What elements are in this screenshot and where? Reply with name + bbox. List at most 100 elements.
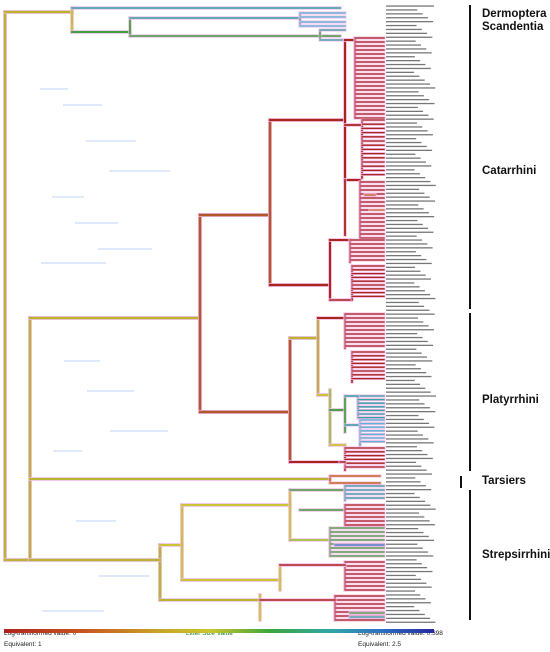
tip-label-mark xyxy=(386,555,434,557)
tip-label-mark xyxy=(386,114,429,116)
legend-max-equivalent: Equivalent: 2.5 xyxy=(358,641,402,648)
legend-title: Litter Size Value xyxy=(186,630,233,637)
ghost-mark-7 xyxy=(41,262,106,264)
tip-label-mark xyxy=(386,543,418,545)
tip-label-mark xyxy=(386,403,425,405)
tip-label-mark xyxy=(386,524,435,526)
tip-label-mark xyxy=(386,551,428,553)
tip-label-mark xyxy=(386,407,430,409)
tip-label-mark xyxy=(386,563,422,565)
clade-bar-catarrhini xyxy=(469,34,471,309)
clade-label-strepsirrhini: Strepsirrhini xyxy=(482,549,550,561)
ghost-mark-1 xyxy=(63,104,102,106)
tip-label-mark xyxy=(386,317,418,319)
tip-label-mark xyxy=(386,442,434,444)
tip-label-mark xyxy=(386,418,424,421)
tip-label-mark xyxy=(386,192,425,194)
tip-label-mark xyxy=(386,547,423,549)
tip-label-mark xyxy=(386,621,436,623)
legend-color-gradient xyxy=(4,629,434,633)
tip-label-mark xyxy=(386,461,417,463)
ghost-mark-6 xyxy=(98,248,152,250)
tip-label-mark xyxy=(386,216,435,218)
tip-label-mark xyxy=(386,122,417,124)
tip-label-mark xyxy=(386,184,436,187)
tip-label-mark xyxy=(386,477,416,479)
tip-label-mark xyxy=(386,63,426,66)
tip-label-mark xyxy=(386,516,425,518)
tip-label-mark xyxy=(386,504,431,506)
tip-label-mark xyxy=(386,208,424,210)
tip-label-mark xyxy=(386,329,434,331)
tip-label-mark xyxy=(386,531,424,534)
tip-label-mark xyxy=(386,473,432,475)
tip-label-mark xyxy=(386,465,422,467)
tip-label-mark xyxy=(386,165,432,167)
ghost-mark-14 xyxy=(42,610,104,612)
ghost-mark-12 xyxy=(76,520,116,522)
tip-label-mark xyxy=(386,286,420,288)
tip-label-mark xyxy=(386,95,424,97)
tip-label-mark xyxy=(386,161,426,163)
tip-label-mark xyxy=(386,539,435,541)
tip-label-mark xyxy=(386,270,421,272)
tip-label-mark xyxy=(386,258,427,261)
tip-label-mark xyxy=(386,173,420,175)
tip-label-mark xyxy=(386,274,426,276)
tip-label-mark xyxy=(386,535,429,538)
tip-label-mark xyxy=(386,360,433,362)
tip-label-mark xyxy=(386,149,433,151)
tip-label-mark xyxy=(386,110,424,112)
tip-label-mark xyxy=(386,99,430,101)
tip-label-mark xyxy=(386,223,423,226)
tip-label-mark xyxy=(386,67,431,70)
tip-label-mark xyxy=(386,520,430,522)
clade-bar-platyrrhini xyxy=(469,313,471,471)
tip-label-mark xyxy=(386,177,426,179)
tip-label-mark xyxy=(386,126,423,128)
tip-label-mark xyxy=(386,457,433,460)
legend-min-label: Log-transformed value: 0 xyxy=(4,630,77,637)
tip-label-mark xyxy=(386,492,415,495)
ghost-mark-9 xyxy=(87,390,134,392)
tip-label-mark xyxy=(386,130,428,132)
tip-label-mark xyxy=(386,379,415,382)
tip-label-mark xyxy=(386,430,418,432)
tip-label-mark xyxy=(386,453,428,456)
tip-label-mark xyxy=(386,426,435,428)
ghost-mark-10 xyxy=(110,430,168,432)
tip-label-mark xyxy=(386,586,432,588)
tip-label-mark xyxy=(386,17,428,19)
tip-label-mark xyxy=(386,83,430,85)
legend-min-equivalent: Equivalent: 1 xyxy=(4,641,42,648)
tip-label-mark xyxy=(386,180,431,183)
tip-label-mark xyxy=(386,251,416,253)
tip-label-mark xyxy=(386,278,431,280)
ghost-mark-8 xyxy=(64,360,100,362)
tip-label-mark xyxy=(386,485,426,487)
tip-label-mark xyxy=(386,169,415,171)
tip-label-mark xyxy=(386,340,428,343)
legend-max-label: Log-transformed value: 0.398 xyxy=(358,630,443,637)
tip-label-mark xyxy=(386,48,427,50)
tip-label-mark xyxy=(386,290,425,292)
tip-label-mark xyxy=(386,309,430,311)
tip-label-mark xyxy=(386,87,436,89)
tip-label-mark xyxy=(386,305,425,307)
tip-label-mark xyxy=(386,91,419,93)
clade-bar-strepsirrhini xyxy=(469,490,471,620)
tip-label-mark xyxy=(386,333,418,335)
tip-label-mark xyxy=(386,348,417,350)
ghost-mark-0 xyxy=(40,88,68,90)
tip-label-mark xyxy=(386,153,416,155)
ghost-mark-5 xyxy=(75,222,118,224)
tip-label-mark xyxy=(386,559,417,561)
tip-label-mark xyxy=(386,582,427,584)
tip-label-mark xyxy=(386,44,421,46)
tip-label-mark xyxy=(386,219,418,222)
tip-label-mark xyxy=(386,5,434,7)
tip-label-mark xyxy=(386,325,429,327)
tip-label-mark xyxy=(386,450,423,452)
